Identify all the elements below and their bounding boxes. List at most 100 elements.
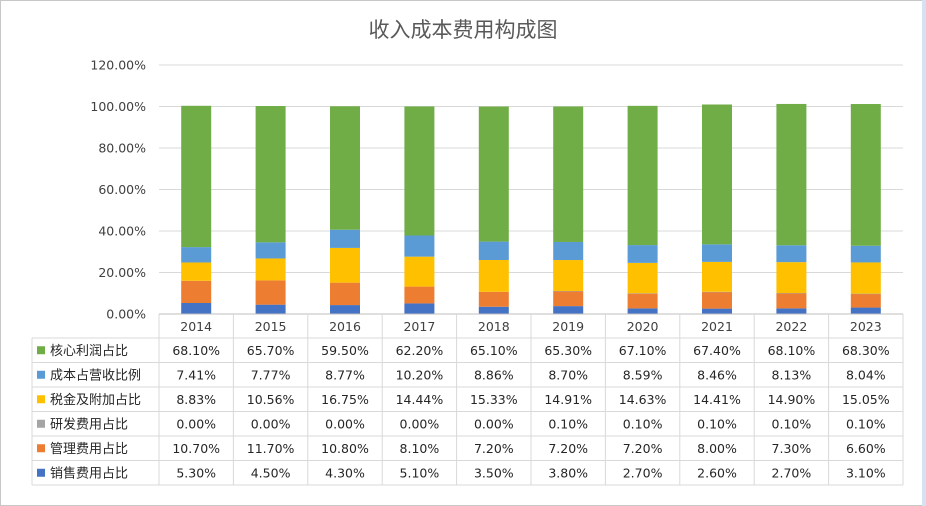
bar-segment bbox=[627, 308, 658, 314]
data-label: 68.10% bbox=[172, 343, 220, 358]
bar-segment bbox=[553, 291, 584, 307]
legend-key bbox=[37, 395, 45, 404]
window-edge bbox=[922, 0, 926, 506]
bar-segment bbox=[776, 103, 807, 246]
data-label: 7.41% bbox=[176, 367, 216, 382]
table-row-label: 管理费用占比 bbox=[50, 442, 128, 457]
data-label: 14.41% bbox=[693, 392, 741, 407]
legend-key bbox=[37, 346, 45, 355]
data-label: 14.63% bbox=[619, 392, 667, 407]
x-tick-label: 2016 bbox=[329, 319, 361, 334]
data-label: 10.70% bbox=[172, 441, 220, 456]
bar-segment bbox=[330, 106, 360, 230]
legend-key bbox=[37, 419, 45, 428]
data-label: 8.86% bbox=[474, 367, 514, 382]
data-label: 7.30% bbox=[772, 441, 812, 456]
bar-segment bbox=[850, 262, 881, 294]
data-label: 7.20% bbox=[548, 441, 588, 456]
y-tick-label: 120.00% bbox=[90, 58, 146, 73]
bar-segment bbox=[553, 106, 584, 242]
chart-title: 收入成本费用构成图 bbox=[369, 18, 558, 42]
bar-segment bbox=[255, 280, 286, 305]
y-tick-label: 40.00% bbox=[98, 224, 146, 239]
x-tick-label: 2017 bbox=[403, 319, 435, 334]
bar-segment bbox=[553, 290, 584, 292]
y-tick-label: 60.00% bbox=[98, 182, 146, 197]
data-label: 8.83% bbox=[176, 392, 216, 407]
data-label: 8.77% bbox=[325, 367, 365, 382]
data-label: 8.00% bbox=[697, 441, 737, 456]
data-label: 8.10% bbox=[400, 441, 440, 456]
bar-segment bbox=[181, 262, 212, 281]
data-label: 0.10% bbox=[548, 416, 588, 431]
bar-segment bbox=[255, 304, 286, 314]
bar-segment bbox=[478, 106, 509, 242]
bar-segment bbox=[181, 105, 212, 248]
bar-segment bbox=[181, 280, 212, 304]
data-label: 10.20% bbox=[396, 367, 444, 382]
data-label: 8.13% bbox=[772, 367, 812, 382]
table-row-label: 核心利润占比 bbox=[50, 344, 128, 359]
legend-key bbox=[37, 468, 45, 477]
data-label: 8.70% bbox=[548, 367, 588, 382]
bar-segment bbox=[850, 293, 881, 295]
bar-segment bbox=[478, 291, 509, 307]
data-label: 14.91% bbox=[544, 392, 592, 407]
legend-key bbox=[37, 444, 45, 453]
x-tick-label: 2014 bbox=[180, 319, 212, 334]
data-label: 10.56% bbox=[247, 392, 295, 407]
bars bbox=[181, 103, 881, 314]
bar-segment bbox=[776, 262, 807, 294]
bar-segment bbox=[404, 286, 435, 304]
y-tick-label: 20.00% bbox=[98, 265, 146, 280]
data-label: 65.70% bbox=[247, 343, 295, 358]
data-label: 16.75% bbox=[321, 392, 369, 407]
bar-segment bbox=[478, 241, 509, 260]
bar-segment bbox=[776, 308, 807, 314]
data-label: 5.10% bbox=[400, 465, 440, 480]
bar-segment bbox=[478, 259, 509, 292]
data-label: 0.10% bbox=[697, 416, 737, 431]
y-tick-label: 100.00% bbox=[90, 99, 146, 114]
data-label: 10.80% bbox=[321, 441, 369, 456]
bar-segment bbox=[553, 306, 584, 314]
data-label: 4.50% bbox=[251, 465, 291, 480]
x-tick-label: 2022 bbox=[775, 319, 807, 334]
bar-segment bbox=[404, 303, 435, 314]
data-label: 7.77% bbox=[251, 367, 291, 382]
data-label: 0.00% bbox=[325, 416, 365, 431]
bar-segment bbox=[850, 307, 881, 314]
bar-segment bbox=[850, 104, 881, 246]
data-label: 62.20% bbox=[396, 343, 444, 358]
bar-segment bbox=[330, 282, 360, 306]
data-label: 11.70% bbox=[247, 441, 295, 456]
table-row-label: 成本占营收比例 bbox=[50, 368, 141, 383]
data-label: 59.50% bbox=[321, 343, 369, 358]
bar-segment bbox=[330, 247, 360, 283]
table-row-label: 销售费用占比 bbox=[50, 465, 128, 481]
bar-segment bbox=[627, 293, 658, 309]
bar-segment bbox=[850, 293, 881, 308]
data-label: 2.70% bbox=[772, 465, 812, 480]
bar-segment bbox=[627, 245, 658, 263]
data-label: 3.10% bbox=[846, 465, 886, 480]
bar-segment bbox=[776, 293, 807, 309]
data-label: 7.20% bbox=[623, 441, 663, 456]
x-tick-label: 2018 bbox=[478, 319, 510, 334]
bar-segment bbox=[181, 247, 212, 263]
bar-segment bbox=[330, 229, 360, 248]
bar-segment bbox=[181, 303, 212, 314]
data-label: 6.60% bbox=[846, 441, 886, 456]
data-label: 68.30% bbox=[842, 343, 890, 358]
data-label: 68.10% bbox=[768, 343, 816, 358]
x-tick-label: 2019 bbox=[552, 319, 584, 334]
bar-segment bbox=[702, 261, 732, 292]
x-tick-label: 2015 bbox=[255, 319, 287, 334]
data-label: 14.44% bbox=[396, 392, 444, 407]
bar-segment bbox=[702, 292, 732, 309]
data-label: 67.10% bbox=[619, 343, 667, 358]
bar-segment bbox=[553, 241, 584, 261]
bar-segment bbox=[702, 308, 732, 314]
